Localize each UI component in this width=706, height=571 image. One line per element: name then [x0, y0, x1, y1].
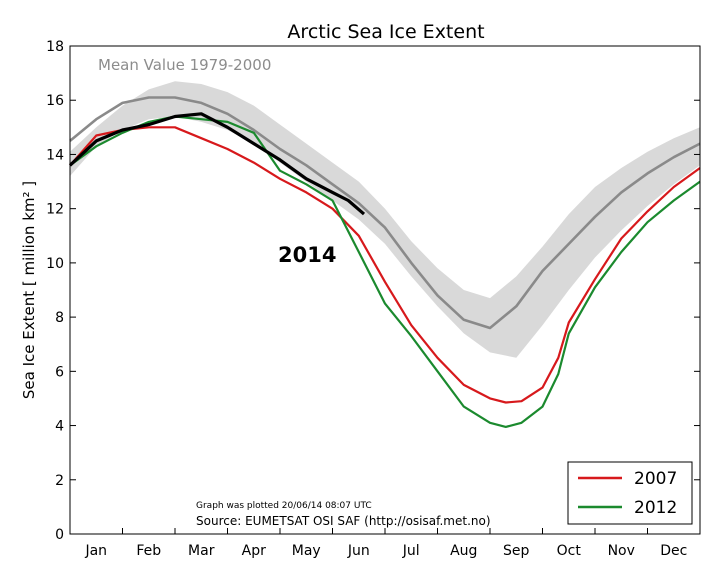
y-tick-label: 2	[55, 473, 64, 489]
x-tick-label-sep: Sep	[503, 543, 530, 559]
x-tick-label-feb: Feb	[136, 543, 161, 559]
legend-label-2012: 2012	[634, 498, 677, 518]
mean-value-annotation: Mean Value 1979-2000	[98, 56, 271, 74]
x-tick-label-mar: Mar	[188, 543, 215, 559]
x-tick-label-jun: Jun	[347, 543, 370, 559]
y-tick-label: 16	[46, 93, 64, 109]
series-group	[68, 96, 701, 428]
legend-box	[567, 461, 693, 525]
y-tick-label: 18	[46, 39, 64, 55]
y-axis-label: Sea Ice Extent [ million km² ]	[20, 181, 38, 399]
y-tick-label: 4	[55, 419, 64, 435]
legend-label-2007: 2007	[634, 469, 677, 489]
series-line-2012	[69, 115, 701, 428]
x-tick-label-may: May	[292, 543, 321, 559]
series-line-2007	[69, 126, 701, 404]
y-tick-label: 14	[46, 147, 64, 163]
y-tick-label: 10	[46, 256, 64, 272]
year-2014-annotation: 2014	[278, 243, 336, 267]
source-note: Source: EUMETSAT OSI SAF (http://osisaf.…	[196, 514, 491, 528]
x-tick-label-jul: Jul	[402, 543, 420, 559]
plotted-note: Graph was plotted 20/06/14 08:07 UTC	[196, 501, 372, 511]
x-axis: Jan Feb Mar Apr May Jun Jul Aug Sep Oct Nov Dec	[84, 528, 687, 559]
series-line-2014	[68, 112, 366, 216]
x-tick-label-jan: Jan	[84, 543, 107, 559]
legend: 2007 2012	[567, 461, 693, 525]
series-line-mean-value-1979-2000	[69, 96, 701, 330]
y-tick-label: 0	[55, 527, 64, 543]
x-tick-label-dec: Dec	[660, 543, 687, 559]
x-tick-label-nov: Nov	[608, 543, 635, 559]
x-tick-label-oct: Oct	[557, 543, 582, 559]
mean-variability-band	[70, 81, 700, 358]
y-axis: 0 2 4 6 8 10 12 14 16 18	[46, 39, 700, 543]
plot-area	[68, 45, 701, 535]
y-tick-label: 6	[55, 364, 64, 380]
chart-title: Arctic Sea Ice Extent	[287, 21, 484, 43]
y-tick-label: 12	[46, 202, 64, 218]
x-tick-label-aug: Aug	[450, 543, 477, 559]
x-tick-label-apr: Apr	[242, 543, 266, 559]
y-tick-label: 8	[55, 310, 64, 326]
